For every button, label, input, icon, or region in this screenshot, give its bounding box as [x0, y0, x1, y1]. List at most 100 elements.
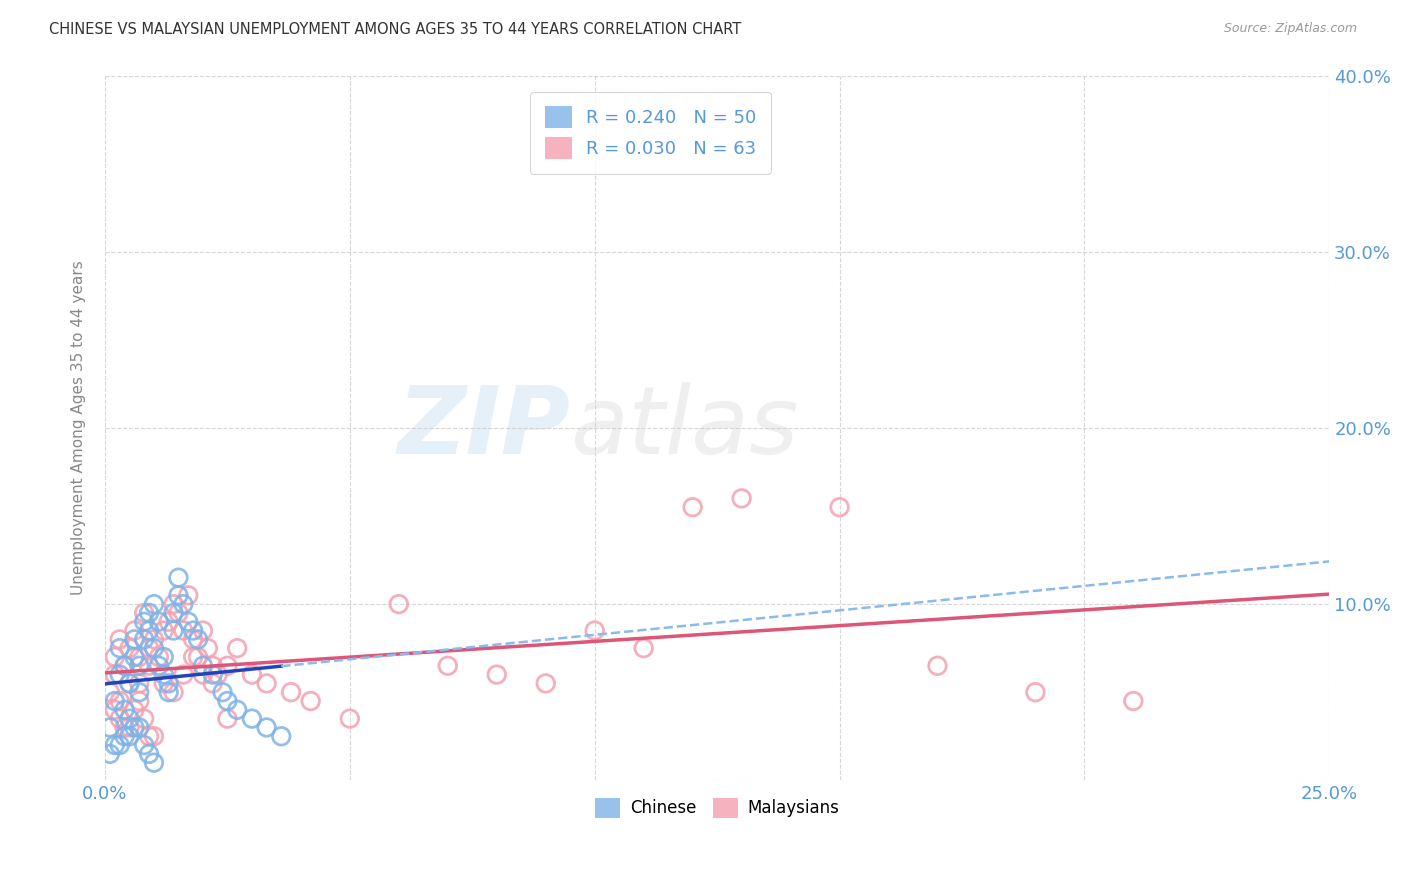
Point: [108, 738, 131, 752]
Point: [138, 606, 160, 620]
Point: [1024, 685, 1046, 699]
Point: [436, 658, 458, 673]
Point: [187, 650, 209, 665]
Point: [191, 667, 214, 681]
Point: [217, 712, 239, 726]
Point: [108, 641, 131, 656]
Point: [128, 658, 150, 673]
Point: [157, 615, 180, 629]
Point: [124, 632, 146, 647]
Point: [108, 632, 131, 647]
Point: [124, 721, 146, 735]
Point: [240, 667, 263, 681]
Point: [1122, 694, 1144, 708]
Point: [201, 667, 224, 681]
Point: [217, 658, 239, 673]
Point: [172, 597, 194, 611]
Legend: Chinese, Malaysians: Chinese, Malaysians: [588, 791, 846, 825]
Point: [181, 650, 204, 665]
Point: [114, 703, 136, 717]
Point: [124, 624, 146, 638]
Point: [118, 676, 141, 690]
Point: [148, 650, 170, 665]
Point: [114, 658, 136, 673]
Point: [299, 694, 322, 708]
Point: [157, 685, 180, 699]
Point: [104, 650, 127, 665]
Point: [128, 685, 150, 699]
Point: [148, 658, 170, 673]
Point: [152, 624, 174, 638]
Point: [201, 676, 224, 690]
Point: [98, 747, 121, 761]
Point: [177, 588, 200, 602]
Point: [114, 658, 136, 673]
Point: [162, 606, 184, 620]
Point: [191, 658, 214, 673]
Point: [157, 676, 180, 690]
Point: [201, 658, 224, 673]
Point: [138, 729, 160, 743]
Point: [114, 721, 136, 735]
Point: [167, 588, 190, 602]
Point: [143, 756, 166, 770]
Point: [143, 632, 166, 647]
Point: [162, 597, 184, 611]
Point: [104, 703, 127, 717]
Point: [128, 650, 150, 665]
Point: [534, 676, 557, 690]
Point: [138, 624, 160, 638]
Point: [256, 721, 278, 735]
Point: [138, 658, 160, 673]
Point: [118, 729, 141, 743]
Point: [118, 712, 141, 726]
Point: [118, 676, 141, 690]
Point: [682, 500, 704, 515]
Point: [108, 694, 131, 708]
Point: [108, 667, 131, 681]
Point: [339, 712, 361, 726]
Point: [730, 491, 752, 506]
Point: [191, 624, 214, 638]
Point: [138, 641, 160, 656]
Point: [217, 694, 239, 708]
Point: [167, 606, 190, 620]
Point: [177, 615, 200, 629]
Point: [211, 685, 233, 699]
Point: [148, 615, 170, 629]
Point: [98, 721, 121, 735]
Point: [152, 667, 174, 681]
Point: [162, 624, 184, 638]
Point: [240, 712, 263, 726]
Point: [633, 641, 655, 656]
Y-axis label: Unemployment Among Ages 35 to 44 years: Unemployment Among Ages 35 to 44 years: [72, 260, 86, 595]
Point: [118, 641, 141, 656]
Point: [104, 694, 127, 708]
Point: [134, 606, 156, 620]
Point: [280, 685, 302, 699]
Point: [134, 615, 156, 629]
Point: [226, 641, 249, 656]
Point: [134, 632, 156, 647]
Text: CHINESE VS MALAYSIAN UNEMPLOYMENT AMONG AGES 35 TO 44 YEARS CORRELATION CHART: CHINESE VS MALAYSIAN UNEMPLOYMENT AMONG …: [49, 22, 741, 37]
Point: [167, 571, 190, 585]
Point: [104, 667, 127, 681]
Point: [181, 624, 204, 638]
Point: [152, 676, 174, 690]
Point: [124, 703, 146, 717]
Point: [134, 738, 156, 752]
Point: [104, 738, 127, 752]
Point: [172, 667, 194, 681]
Point: [207, 667, 229, 681]
Point: [138, 747, 160, 761]
Point: [128, 676, 150, 690]
Point: [152, 650, 174, 665]
Point: [270, 729, 292, 743]
Text: atlas: atlas: [571, 383, 799, 474]
Point: [162, 685, 184, 699]
Point: [118, 721, 141, 735]
Point: [485, 667, 508, 681]
Point: [128, 694, 150, 708]
Point: [98, 685, 121, 699]
Point: [388, 597, 411, 611]
